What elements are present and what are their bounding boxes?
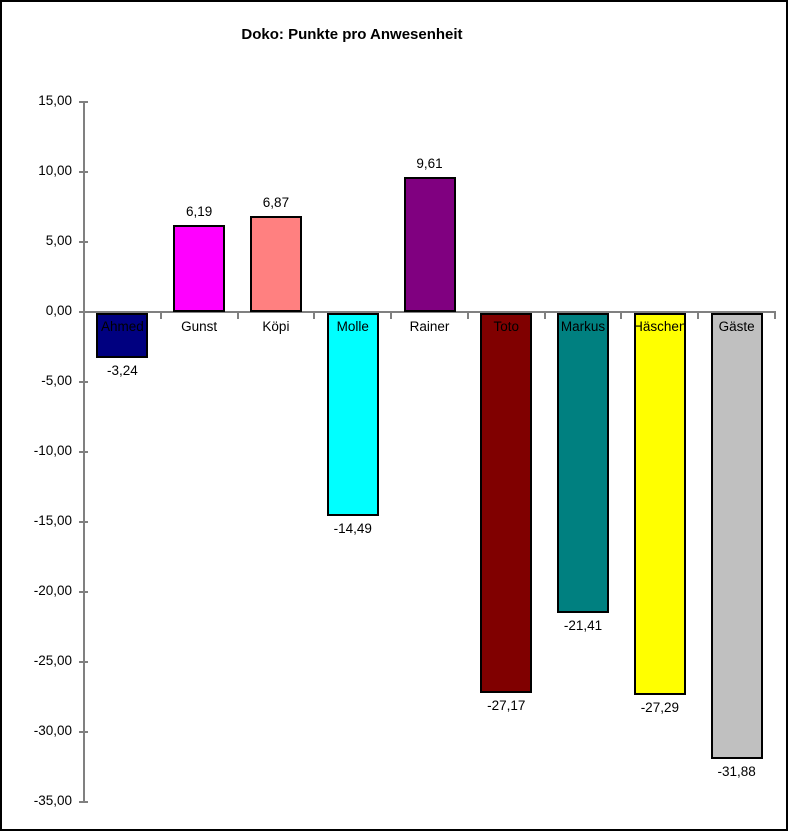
- category-axis-tick: [774, 311, 776, 319]
- category-axis-line: [84, 311, 775, 313]
- bar: [633, 313, 686, 696]
- y-axis-tick-label: 0,00: [45, 303, 72, 318]
- y-axis-tick: [79, 381, 88, 383]
- bar-value-label: -27,17: [487, 698, 526, 714]
- category-axis-tick: [697, 311, 700, 319]
- bar-value-label: -3,24: [106, 363, 138, 379]
- bar: [326, 313, 379, 516]
- y-axis-tick: [79, 101, 88, 103]
- category-axis-tick: [543, 311, 546, 319]
- bar-value-label: -14,49: [333, 520, 372, 536]
- category-axis-tick: [466, 311, 469, 319]
- category-axis-tick: [83, 311, 85, 319]
- bar-category-label: Häschen: [633, 319, 687, 334]
- bar-category-label: Rainer: [409, 319, 450, 334]
- bar-value-label: -27,29: [640, 700, 679, 716]
- bar-value-label: -21,41: [563, 617, 603, 633]
- bar-category-label: Gunst: [181, 319, 218, 334]
- y-axis-tick-label: 5,00: [45, 233, 72, 248]
- bar: [96, 313, 149, 359]
- bar: [480, 313, 533, 694]
- bar: [173, 225, 226, 312]
- bar: [710, 313, 763, 760]
- bar-category-label: Markus: [560, 319, 606, 334]
- bar-value-label: 9,61: [416, 156, 443, 172]
- bar: [403, 177, 456, 312]
- y-axis-tick: [79, 241, 88, 243]
- y-axis-tick-label: 15,00: [38, 93, 72, 108]
- chart-title: Doko: Punkte pro Anwesenheit: [241, 26, 463, 43]
- y-axis-tick-label: -5,00: [41, 373, 72, 388]
- y-axis-tick: [79, 171, 88, 173]
- bar-category-label: Köpi: [262, 319, 290, 334]
- y-axis-tick: [79, 731, 88, 733]
- bar-category-label: Gäste: [718, 319, 755, 334]
- y-axis-tick-label: -30,00: [33, 723, 72, 738]
- bar-value-label: 6,87: [262, 194, 290, 210]
- category-axis-tick: [620, 311, 623, 319]
- bar-value-label: -31,88: [717, 764, 756, 780]
- y-axis-tick: [79, 661, 88, 663]
- y-axis-tick-label: -10,00: [33, 443, 72, 458]
- bar-category-label: Molle: [336, 319, 369, 334]
- y-axis-tick: [79, 451, 88, 453]
- bar: [249, 215, 302, 312]
- bar-category-label: Toto: [493, 319, 520, 334]
- y-axis-tick-label: 10,00: [38, 163, 72, 178]
- y-axis-tick-label: -25,00: [33, 653, 72, 668]
- y-axis-tick: [79, 591, 88, 593]
- y-axis-tick-label: -15,00: [33, 513, 72, 528]
- bar-category-label: Ahmed: [100, 319, 144, 334]
- bar-value-label: 6,19: [186, 204, 213, 220]
- category-axis-tick: [313, 311, 316, 319]
- category-axis-tick: [236, 311, 239, 319]
- bar: [557, 313, 610, 613]
- category-axis-tick: [390, 311, 393, 319]
- y-axis-tick: [79, 521, 88, 523]
- y-axis-tick-label: -35,00: [33, 793, 72, 808]
- y-axis-tick: [79, 801, 88, 803]
- y-axis-tick-label: -20,00: [33, 583, 72, 598]
- category-axis-tick: [159, 311, 162, 319]
